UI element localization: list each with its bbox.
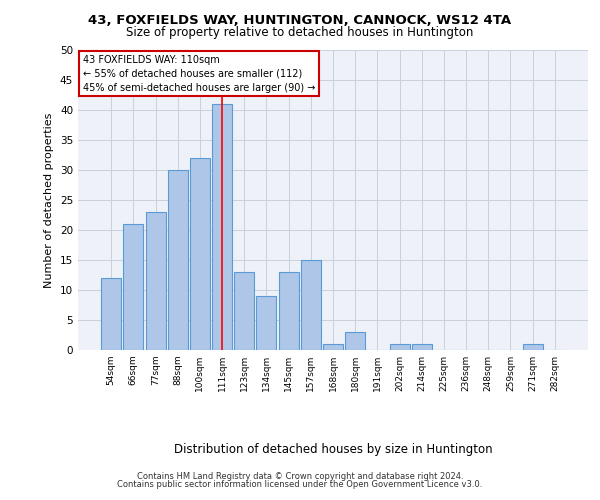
Bar bbox=[146, 212, 166, 350]
Bar bbox=[323, 344, 343, 350]
Text: 43 FOXFIELDS WAY: 110sqm
← 55% of detached houses are smaller (112)
45% of semi-: 43 FOXFIELDS WAY: 110sqm ← 55% of detach… bbox=[83, 54, 316, 92]
Text: 43, FOXFIELDS WAY, HUNTINGTON, CANNOCK, WS12 4TA: 43, FOXFIELDS WAY, HUNTINGTON, CANNOCK, … bbox=[88, 14, 512, 27]
Text: Distribution of detached houses by size in Huntington: Distribution of detached houses by size … bbox=[173, 442, 493, 456]
Bar bbox=[168, 170, 188, 350]
Bar bbox=[523, 344, 542, 350]
Bar bbox=[256, 296, 277, 350]
Bar bbox=[190, 158, 210, 350]
Bar bbox=[412, 344, 432, 350]
Bar bbox=[278, 272, 299, 350]
Y-axis label: Number of detached properties: Number of detached properties bbox=[44, 112, 55, 288]
Bar bbox=[345, 332, 365, 350]
Text: Contains HM Land Registry data © Crown copyright and database right 2024.: Contains HM Land Registry data © Crown c… bbox=[137, 472, 463, 481]
Bar bbox=[389, 344, 410, 350]
Bar bbox=[212, 104, 232, 350]
Bar bbox=[124, 224, 143, 350]
Bar bbox=[234, 272, 254, 350]
Text: Contains public sector information licensed under the Open Government Licence v3: Contains public sector information licen… bbox=[118, 480, 482, 489]
Text: Size of property relative to detached houses in Huntington: Size of property relative to detached ho… bbox=[127, 26, 473, 39]
Bar bbox=[301, 260, 321, 350]
Bar bbox=[101, 278, 121, 350]
